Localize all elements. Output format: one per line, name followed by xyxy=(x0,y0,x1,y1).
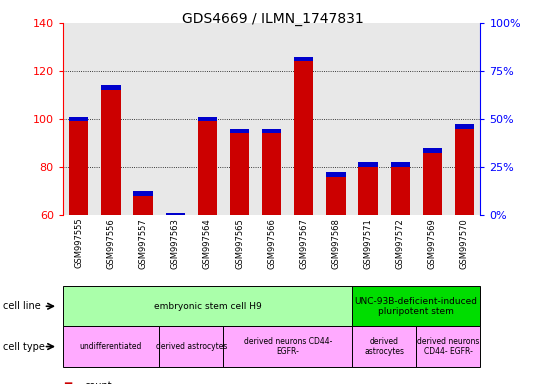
Text: derived neurons
CD44- EGFR-: derived neurons CD44- EGFR- xyxy=(417,337,479,356)
Text: derived
astrocytes: derived astrocytes xyxy=(364,337,404,356)
Bar xyxy=(390,167,410,215)
Bar xyxy=(165,213,185,217)
Bar xyxy=(198,121,217,215)
Bar xyxy=(262,129,281,133)
Bar xyxy=(390,162,410,167)
Bar xyxy=(262,133,281,215)
Bar xyxy=(102,85,121,90)
Bar xyxy=(294,61,313,215)
Bar xyxy=(455,129,474,215)
Text: derived neurons CD44-
EGFR-: derived neurons CD44- EGFR- xyxy=(244,337,332,356)
Text: cell type: cell type xyxy=(3,341,45,352)
Text: count: count xyxy=(85,381,112,384)
Bar xyxy=(69,121,88,215)
Bar xyxy=(230,129,249,133)
Text: ■: ■ xyxy=(63,381,72,384)
Bar xyxy=(69,117,88,121)
Text: UNC-93B-deficient-induced
pluripotent stem: UNC-93B-deficient-induced pluripotent st… xyxy=(355,296,478,316)
Bar xyxy=(230,133,249,215)
Bar xyxy=(294,56,313,61)
Text: GDS4669 / ILMN_1747831: GDS4669 / ILMN_1747831 xyxy=(182,12,364,25)
Bar xyxy=(133,191,153,196)
Bar xyxy=(455,124,474,129)
Text: undifferentiated: undifferentiated xyxy=(80,342,142,351)
Bar xyxy=(133,196,153,215)
Text: derived astrocytes: derived astrocytes xyxy=(156,342,227,351)
Bar xyxy=(423,152,442,215)
Bar xyxy=(423,148,442,152)
Bar xyxy=(165,215,185,217)
Text: embryonic stem cell H9: embryonic stem cell H9 xyxy=(153,302,261,311)
Bar xyxy=(327,177,346,215)
Bar xyxy=(327,172,346,177)
Bar xyxy=(358,162,378,167)
Bar xyxy=(102,90,121,215)
Text: cell line: cell line xyxy=(3,301,40,311)
Bar xyxy=(198,117,217,121)
Bar xyxy=(358,167,378,215)
